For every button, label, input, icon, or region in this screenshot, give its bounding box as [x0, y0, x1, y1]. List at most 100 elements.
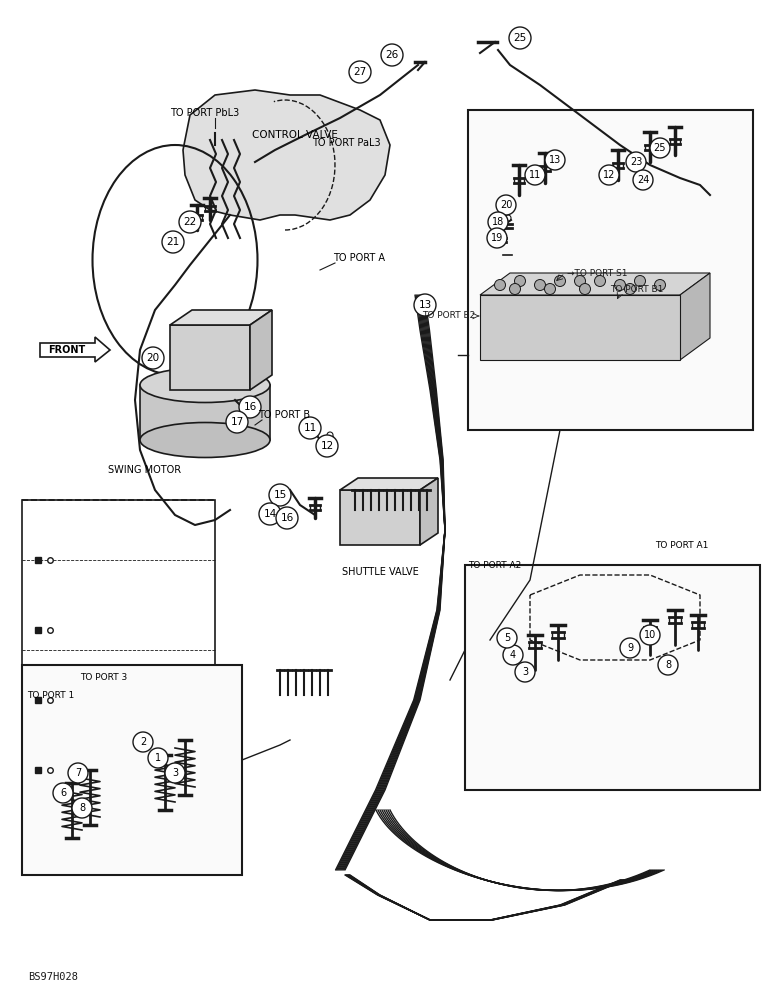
Text: TO PORT A1: TO PORT A1 — [655, 540, 709, 550]
Circle shape — [226, 411, 248, 433]
Circle shape — [554, 275, 566, 286]
Text: 26: 26 — [385, 50, 398, 60]
Circle shape — [381, 44, 403, 66]
Circle shape — [658, 655, 678, 675]
Circle shape — [72, 798, 92, 818]
Text: 20: 20 — [147, 353, 160, 363]
Polygon shape — [40, 337, 110, 362]
Text: TO PORT B2: TO PORT B2 — [422, 310, 475, 320]
Circle shape — [349, 61, 371, 83]
Text: 7: 7 — [75, 768, 81, 778]
Text: TO PORT A: TO PORT A — [333, 253, 385, 263]
Ellipse shape — [140, 367, 270, 402]
Polygon shape — [140, 385, 270, 440]
Circle shape — [499, 229, 505, 235]
Text: 17: 17 — [230, 417, 244, 427]
Text: 13: 13 — [549, 155, 561, 165]
Circle shape — [545, 150, 565, 170]
Polygon shape — [420, 478, 438, 545]
Text: 8: 8 — [79, 803, 85, 813]
Circle shape — [620, 638, 640, 658]
Text: 3: 3 — [172, 768, 178, 778]
Text: 2: 2 — [140, 737, 146, 747]
Circle shape — [515, 662, 535, 682]
Polygon shape — [170, 310, 272, 325]
Text: 11: 11 — [303, 423, 317, 433]
Circle shape — [544, 284, 556, 294]
Text: 23: 23 — [630, 157, 642, 167]
Text: 16: 16 — [280, 513, 293, 523]
Text: SHUTTLE VALVE: SHUTTLE VALVE — [342, 567, 418, 577]
Circle shape — [534, 279, 546, 290]
Circle shape — [503, 645, 523, 665]
Text: TO PORT A2: TO PORT A2 — [468, 560, 521, 570]
Circle shape — [635, 275, 645, 286]
Text: 5: 5 — [504, 633, 510, 643]
Circle shape — [179, 211, 201, 233]
Text: TO PORT 1: TO PORT 1 — [27, 690, 74, 700]
Circle shape — [414, 294, 436, 316]
Circle shape — [53, 783, 73, 803]
Circle shape — [496, 195, 516, 215]
Text: 12: 12 — [320, 441, 334, 451]
Text: 4: 4 — [510, 650, 516, 660]
Circle shape — [505, 215, 511, 221]
Text: 12: 12 — [603, 170, 615, 180]
Circle shape — [650, 138, 670, 158]
Text: 24: 24 — [637, 175, 649, 185]
Circle shape — [165, 763, 185, 783]
Polygon shape — [340, 490, 420, 545]
Ellipse shape — [140, 422, 270, 458]
Circle shape — [525, 165, 545, 185]
Circle shape — [497, 628, 517, 648]
Circle shape — [599, 165, 619, 185]
Text: 25: 25 — [513, 33, 527, 43]
Polygon shape — [480, 295, 680, 360]
Circle shape — [495, 279, 506, 290]
Text: 1: 1 — [155, 753, 161, 763]
Text: SWING MOTOR: SWING MOTOR — [108, 465, 181, 475]
Text: TO PORT PbL3: TO PORT PbL3 — [170, 108, 239, 118]
Text: BS97H028: BS97H028 — [28, 972, 78, 982]
Polygon shape — [680, 273, 710, 360]
Circle shape — [640, 625, 660, 645]
Circle shape — [327, 432, 333, 438]
Circle shape — [625, 284, 635, 294]
Circle shape — [259, 503, 281, 525]
Circle shape — [626, 152, 646, 172]
Circle shape — [269, 484, 291, 506]
Circle shape — [487, 228, 507, 248]
Circle shape — [299, 417, 321, 439]
Circle shape — [148, 748, 168, 768]
Circle shape — [488, 212, 508, 232]
Circle shape — [142, 347, 164, 369]
Text: 18: 18 — [492, 217, 504, 227]
Circle shape — [514, 275, 526, 286]
Text: 9: 9 — [627, 643, 633, 653]
FancyBboxPatch shape — [468, 110, 753, 430]
Text: 8: 8 — [665, 660, 671, 670]
Circle shape — [68, 763, 88, 783]
Text: 13: 13 — [418, 300, 432, 310]
Circle shape — [276, 507, 298, 529]
FancyBboxPatch shape — [465, 565, 760, 790]
Circle shape — [133, 732, 153, 752]
Circle shape — [239, 396, 261, 418]
Text: FRONT: FRONT — [49, 345, 86, 355]
Circle shape — [615, 279, 625, 290]
Text: →TO PORT S1: →TO PORT S1 — [567, 268, 628, 277]
Polygon shape — [170, 325, 250, 390]
Text: 27: 27 — [354, 67, 367, 77]
Text: 11: 11 — [529, 170, 541, 180]
Text: 10: 10 — [644, 630, 656, 640]
Circle shape — [510, 284, 520, 294]
Text: 16: 16 — [243, 402, 256, 412]
Circle shape — [509, 27, 531, 49]
Circle shape — [594, 275, 605, 286]
Circle shape — [316, 435, 338, 457]
Polygon shape — [183, 90, 390, 220]
Text: 14: 14 — [263, 509, 276, 519]
Text: TO PORT 3: TO PORT 3 — [80, 672, 127, 682]
Text: 21: 21 — [167, 237, 180, 247]
Circle shape — [580, 284, 591, 294]
